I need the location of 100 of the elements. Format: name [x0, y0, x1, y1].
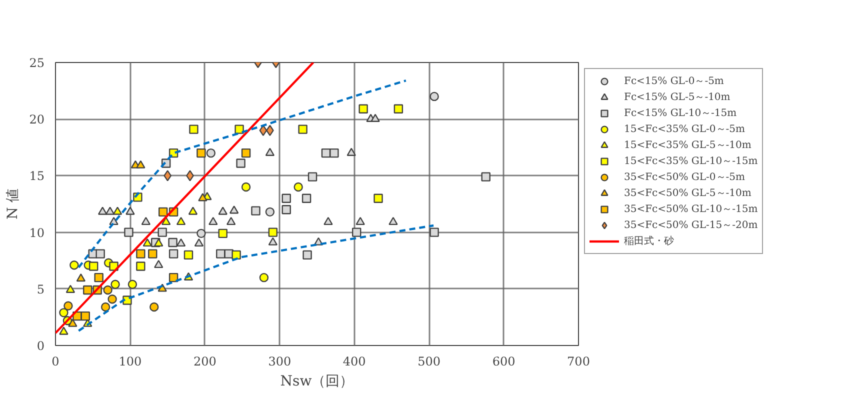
point — [176, 238, 186, 247]
point — [358, 104, 368, 114]
point — [154, 238, 164, 247]
point — [370, 114, 380, 122]
point — [218, 228, 228, 238]
legend-label: 15<Fc<35% GL-10～-15m — [624, 155, 758, 169]
x-tick-label: 700 — [567, 354, 590, 368]
point — [126, 206, 135, 215]
point — [302, 194, 312, 203]
point — [124, 228, 134, 237]
point — [142, 238, 152, 247]
legend-label: Fc<15% GL-10～-15m — [624, 107, 737, 121]
point — [66, 284, 76, 293]
y-tick-label: 15 — [29, 169, 45, 184]
point — [158, 228, 167, 237]
legend-label: Fc<15% GL-5～-10m — [624, 91, 730, 105]
point — [184, 250, 194, 260]
line-series — [78, 224, 435, 332]
legend-label: 35<Fc<50% GL-15～-20m — [624, 219, 758, 233]
point — [194, 238, 204, 247]
point — [158, 207, 168, 217]
point — [308, 172, 318, 182]
point — [481, 172, 490, 182]
y-tick-label: 5 — [36, 282, 45, 296]
y-tick-label: 0 — [36, 339, 45, 353]
x-tick-label: 400 — [342, 354, 366, 368]
point — [136, 249, 146, 258]
x-tick-label: 600 — [492, 354, 516, 368]
point — [64, 301, 73, 310]
point — [265, 207, 275, 217]
point — [302, 250, 312, 260]
point — [218, 206, 228, 215]
x-tick-label: 100 — [118, 354, 142, 368]
point — [236, 158, 246, 168]
point — [374, 194, 383, 203]
point — [154, 260, 164, 268]
point — [196, 228, 206, 238]
x-axis-title: Nsw（回） — [280, 374, 354, 390]
point — [141, 216, 151, 226]
point — [89, 262, 98, 271]
point — [388, 216, 398, 226]
point — [241, 182, 251, 192]
point — [282, 205, 291, 214]
point — [282, 194, 291, 203]
point — [83, 285, 92, 295]
point — [266, 124, 274, 136]
y-tick-label: 20 — [29, 112, 45, 127]
x-tick-label: 300 — [268, 354, 292, 368]
y-axis-title: N 値 — [5, 188, 22, 220]
point — [324, 216, 333, 226]
x-tick-label: 200 — [193, 354, 216, 368]
point — [110, 280, 120, 289]
point — [394, 104, 404, 114]
point — [229, 206, 239, 214]
point — [241, 148, 251, 158]
point — [168, 249, 178, 258]
point — [148, 249, 158, 258]
point — [150, 302, 159, 312]
legend-label: 35<Fc<50% GL-10～-15m — [624, 203, 758, 217]
legend-label: 35<Fc<50% GL-5～-10m — [624, 187, 752, 201]
point — [96, 249, 105, 258]
point — [294, 182, 303, 192]
point — [216, 249, 226, 258]
point — [298, 124, 308, 134]
point — [208, 216, 218, 226]
legend-label: 稲田式・砂 — [624, 234, 674, 249]
x-tick-label: 500 — [418, 354, 441, 368]
point — [112, 206, 122, 215]
point — [259, 272, 269, 282]
point — [103, 285, 112, 295]
point — [268, 228, 278, 237]
point — [59, 308, 68, 318]
point — [226, 216, 236, 226]
point — [136, 160, 146, 168]
point — [356, 216, 365, 226]
point — [259, 124, 268, 136]
point — [105, 206, 115, 215]
point — [164, 170, 172, 182]
point — [100, 302, 110, 312]
point — [176, 216, 186, 226]
point — [59, 326, 68, 335]
x-tick-label: 0 — [52, 354, 60, 368]
point — [161, 216, 171, 226]
legend-label: 15<Fc<35% GL-0～-5m — [624, 123, 746, 137]
point — [68, 318, 78, 327]
point — [94, 272, 104, 282]
point — [430, 92, 439, 102]
point — [430, 228, 439, 237]
point — [196, 148, 206, 158]
point — [128, 280, 138, 289]
point — [108, 294, 117, 304]
legend-label: 15<Fc<35% GL-5～-10m — [624, 139, 752, 153]
point — [98, 206, 108, 215]
point — [168, 272, 178, 282]
point — [268, 237, 278, 246]
point — [251, 206, 260, 216]
legend-label: 35<Fc<50% GL-0～-5m — [624, 171, 746, 185]
y-tick-label: 10 — [29, 226, 45, 240]
point — [330, 148, 339, 158]
point — [232, 250, 241, 260]
